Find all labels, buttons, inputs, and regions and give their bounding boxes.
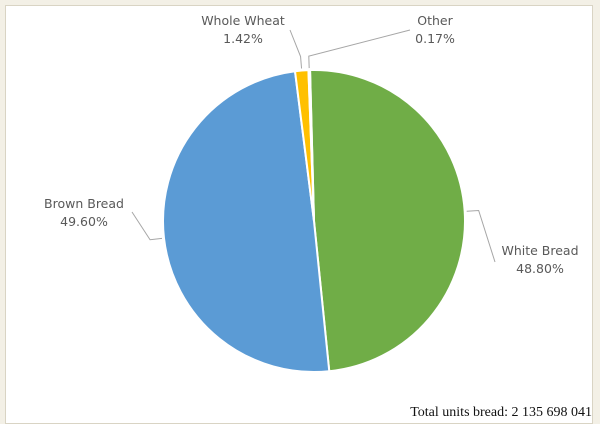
slice-other (307, 69, 315, 222)
slice-brown-bread (162, 70, 331, 373)
slice-labels: White Bread 48.80% Brown Bread 49.60% Whole … (44, 13, 578, 276)
slice-white-bread (309, 69, 466, 373)
leader-line-white-bread (466, 209, 496, 263)
pie-slices (162, 69, 466, 373)
slice-label-name-white-bread: White Bread (501, 243, 578, 258)
total-units: Total units bread: 2 135 698 041 (410, 405, 592, 421)
total-units-value: 2 135 698 041 (511, 405, 593, 420)
slice-label-value-white-bread: 48.80% (516, 261, 564, 276)
slice-label-value-other: 0.17% (415, 31, 455, 46)
slice-label-name-whole-wheat: Whole Wheat (201, 13, 285, 28)
leader-line-brown-bread (131, 211, 163, 241)
leader-lines (131, 29, 496, 263)
total-units-label: Total units bread: (410, 405, 508, 420)
leader-line-whole-wheat (289, 29, 303, 69)
slice-label-name-other: Other (417, 13, 453, 28)
slice-label-value-brown-bread: 49.60% (60, 214, 108, 229)
leader-line-other (308, 29, 411, 69)
slice-label-value-whole-wheat: 1.42% (223, 31, 263, 46)
slice-label-name-brown-bread: Brown Bread (44, 196, 124, 211)
